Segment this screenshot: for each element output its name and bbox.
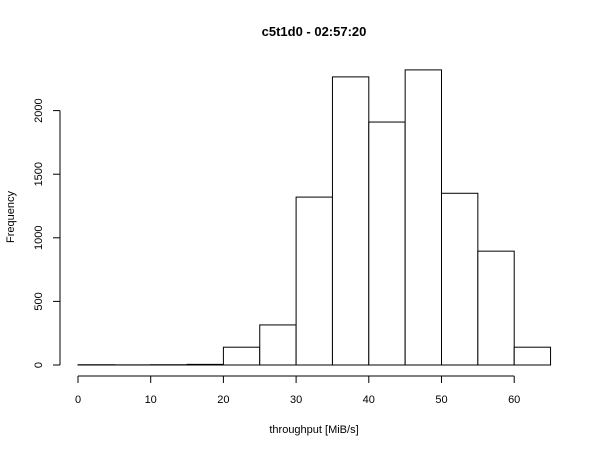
x-tick-label: 30 — [290, 394, 302, 406]
x-tick-label: 10 — [145, 394, 157, 406]
y-tick-label: 1000 — [33, 226, 45, 250]
histogram-bar — [331, 76, 370, 366]
histogram-bar — [513, 346, 552, 366]
x-tick-label: 40 — [363, 394, 375, 406]
x-tick-label: 50 — [435, 394, 447, 406]
histogram-bar — [477, 250, 515, 366]
histogram-bar — [259, 324, 297, 366]
histogram-bar — [295, 196, 333, 366]
x-axis-label: throughput [MiB/s] — [269, 424, 358, 436]
y-tick-label: 0 — [33, 362, 45, 368]
x-axis: 0 10 20 30 40 50 60 — [75, 375, 520, 406]
histogram-bar — [368, 121, 406, 366]
x-tick-label: 20 — [217, 394, 229, 406]
y-tick-label: 2000 — [33, 98, 45, 122]
y-tick-label: 500 — [33, 292, 45, 310]
bars-group — [77, 69, 552, 366]
histogram-bar — [222, 346, 261, 366]
x-tick-label: 60 — [508, 394, 520, 406]
y-axis: 0 500 1000 1500 2000 — [33, 98, 61, 368]
x-tick-label: 0 — [75, 394, 81, 406]
histogram-bar — [404, 69, 442, 366]
histogram-bar — [441, 192, 479, 366]
histogram-bar — [186, 363, 224, 366]
y-axis-label: Frequency — [5, 191, 17, 243]
y-tick-label: 1500 — [33, 162, 45, 186]
chart-title: c5t1d0 - 02:57:20 — [262, 24, 367, 39]
